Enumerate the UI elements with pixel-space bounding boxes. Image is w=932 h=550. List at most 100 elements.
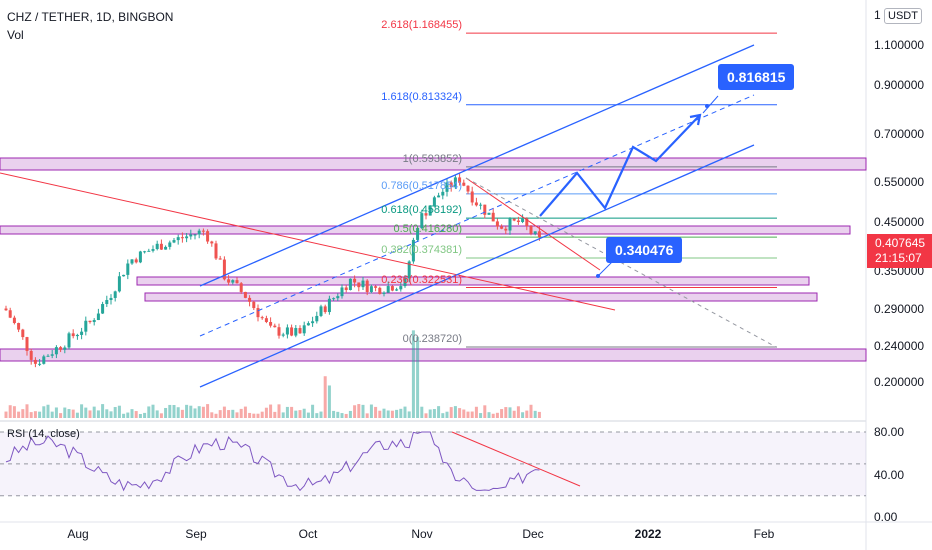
support-zone <box>136 276 810 286</box>
symbol-title: CHZ / TETHER, 1D, BINGBON <box>7 10 174 24</box>
volume-bar <box>529 404 533 418</box>
volume-bar <box>252 413 256 418</box>
candle-body <box>369 286 373 293</box>
fib-level-label: 1(0.593852) <box>402 152 462 165</box>
candle-body <box>59 347 63 350</box>
volume-bar <box>12 406 16 418</box>
price-axis-tick: 0.450000 <box>874 214 925 229</box>
volume-bar <box>117 405 121 418</box>
candle-body <box>21 329 25 338</box>
volume-bar <box>134 411 138 418</box>
volume-bar <box>382 408 386 418</box>
candle-body <box>395 289 399 291</box>
candle-body <box>445 182 449 192</box>
candle-body <box>201 230 205 232</box>
volume-bar <box>84 407 88 418</box>
volume-bar <box>294 410 298 418</box>
currency-badge[interactable]: USDT <box>884 8 922 24</box>
candle-body <box>470 191 474 203</box>
candle-body <box>340 287 344 297</box>
fib-level-label: 2.618(1.168455) <box>381 19 462 32</box>
support-zone <box>144 292 818 302</box>
candle-body <box>101 304 105 314</box>
volume-bar <box>512 410 516 418</box>
volume-bar <box>248 412 252 418</box>
candle-body <box>403 278 407 287</box>
candle-body <box>155 243 159 250</box>
candle-body <box>54 347 58 355</box>
support-callout[interactable]: 0.340476 <box>606 237 683 263</box>
volume-bar <box>206 404 210 418</box>
support-callout-pointer <box>597 261 613 277</box>
support-callout-anchor <box>596 274 600 278</box>
volume-bar <box>390 410 394 418</box>
volume-bar <box>487 412 491 418</box>
candle-body <box>248 297 252 302</box>
last-price-value: 0.407645 <box>875 236 926 250</box>
candle-body <box>113 291 117 298</box>
candle-body <box>38 363 42 365</box>
candle-body <box>134 259 138 263</box>
volume-bar <box>449 407 453 418</box>
candle-body <box>449 182 453 188</box>
volume-bar <box>474 406 478 418</box>
volume-bar <box>479 413 483 418</box>
candle-body <box>290 327 294 336</box>
candle-body <box>378 287 382 294</box>
candle-body <box>285 327 289 335</box>
volume-bar <box>491 413 495 418</box>
volume-bar <box>126 412 130 418</box>
candle-body <box>147 250 151 252</box>
volume-bar <box>201 406 205 418</box>
candle-body <box>80 331 84 335</box>
candle-body <box>269 321 273 326</box>
volume-bar <box>50 411 54 418</box>
volume-bar <box>235 412 239 418</box>
volume-bar <box>319 411 323 418</box>
volume-bar <box>227 410 231 418</box>
last-price-tag: 0.407645 21:15:07 <box>867 234 932 268</box>
candle-body <box>361 280 365 288</box>
candle-body <box>63 347 67 350</box>
candle-body <box>537 231 541 238</box>
target-callout[interactable]: 0.816815 <box>718 64 795 90</box>
channel-median-line <box>199 94 755 337</box>
candle-body <box>67 333 71 348</box>
candle-body <box>281 334 285 336</box>
target-callout-anchor <box>705 104 709 108</box>
candle-body <box>474 202 478 206</box>
candle-body <box>172 240 176 243</box>
downtrend-line <box>0 172 616 311</box>
candle-body <box>428 206 432 216</box>
volume-bar <box>281 412 285 418</box>
volume-bar <box>365 413 369 418</box>
candle-body <box>458 177 462 183</box>
volume-bar <box>386 410 390 418</box>
candle-body <box>504 228 508 231</box>
volume-bar <box>445 411 449 418</box>
volume-bar <box>285 406 289 418</box>
volume-bar <box>302 408 306 418</box>
volume-bar <box>508 407 512 418</box>
volume-bar <box>311 404 315 418</box>
candle-body <box>277 327 281 336</box>
volume-bar <box>8 405 12 418</box>
candle-body <box>252 301 256 309</box>
candle-body <box>50 354 54 356</box>
volume-bar <box>315 413 319 418</box>
volume-bar <box>256 413 260 418</box>
candle-body <box>143 251 147 253</box>
rsi-trendline <box>451 431 581 487</box>
volume-bar <box>59 413 63 418</box>
price-axis-tick: 0.700000 <box>874 127 925 142</box>
volume-bar <box>462 409 466 418</box>
short-downtrend-line <box>465 177 601 271</box>
volume-bar <box>193 408 197 418</box>
volume-bar <box>25 404 29 418</box>
volume-bar <box>374 406 378 418</box>
candle-body <box>42 356 46 364</box>
volume-bar <box>46 404 50 418</box>
candle-body <box>214 243 218 259</box>
price-axis-tick: 0.900000 <box>874 77 925 92</box>
